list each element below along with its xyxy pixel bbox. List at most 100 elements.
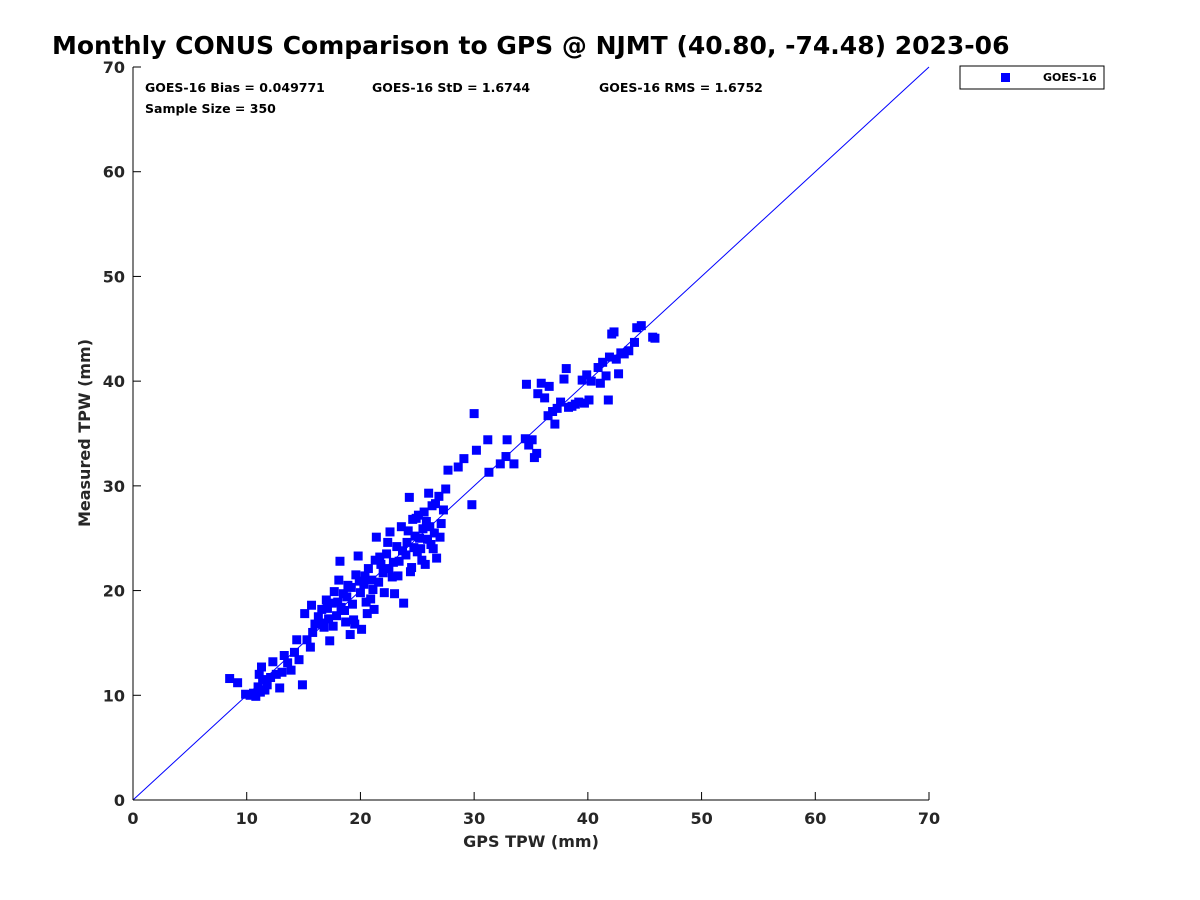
data-point [619,349,629,359]
data-point [382,549,392,559]
data-point [317,604,327,614]
data-point [342,592,352,602]
data-point [316,618,326,628]
data-point [469,409,479,419]
data-point [574,397,584,407]
data-point [521,379,531,389]
data-point [629,337,639,347]
data-point [604,352,614,362]
data-point [436,519,446,529]
data-point [598,357,608,367]
data-point [297,680,307,690]
plot-area: 0 10 20 30 40 50 60 70 0 10 20 30 40 50 60 70 [103,58,940,828]
data-point [595,378,605,388]
data-point [636,321,646,331]
data-point [275,683,285,693]
data-point [353,551,363,561]
data-point [361,597,371,607]
data-point [321,595,331,605]
legend: GOES-16 [959,65,1105,90]
y-ticks: 0 10 20 30 40 50 60 70 [103,58,141,810]
data-point [370,555,380,565]
data-point [329,587,339,597]
data-point [428,544,438,554]
data-point [550,419,560,429]
data-point [346,582,356,592]
data-point [260,685,270,695]
x-tick-label: 50 [690,809,712,828]
std-annotation: GOES-16 StD = 1.6744 [372,80,530,95]
legend-label: GOES-16 [1043,71,1097,84]
data-point [384,564,394,574]
y-tick-label: 20 [103,582,125,601]
legend-marker [1001,73,1010,82]
data-point [308,627,318,637]
data-point [417,555,427,565]
y-tick-label: 40 [103,372,125,391]
data-point [255,687,265,697]
data-point [375,552,385,562]
data-point [603,395,613,405]
data-point [300,609,310,619]
data-point [340,605,350,615]
x-ticks: 0 10 20 30 40 50 60 70 [127,792,940,828]
data-point [359,579,369,589]
x-tick-label: 0 [127,809,138,828]
data-point [355,588,365,598]
data-point [584,395,594,405]
data-point [632,323,642,333]
data-point [396,522,406,532]
data-point [322,603,332,613]
data-point [467,500,477,510]
x-tick-label: 60 [804,809,826,828]
data-point [520,434,530,444]
data-point [351,570,361,580]
data-point [416,544,426,554]
data-point [256,662,266,672]
x-tick-label: 30 [463,809,485,828]
data-point [388,557,398,567]
data-point [438,505,448,515]
data-point [254,669,264,679]
data-point [379,588,389,598]
data-point [404,492,414,502]
data-point [552,403,562,413]
data-point [225,674,235,684]
chart-title: Monthly CONUS Comparison to GPS @ NJMT (… [52,31,1009,60]
data-point [415,533,425,543]
legend-box [959,65,1105,90]
data-point [484,467,494,477]
data-point [540,393,550,403]
data-point [385,527,395,537]
bias-annotation: GOES-16 Bias = 0.049771 [145,80,325,95]
data-point [357,624,367,634]
data-point [277,667,287,677]
data-point [283,658,293,668]
data-point [394,556,404,566]
data-point [586,376,596,386]
data-point [502,435,512,445]
data-point [432,553,442,563]
data-point [459,454,469,464]
data-point [393,571,403,581]
data-point [258,675,268,685]
data-point [347,599,357,609]
y-tick-label: 70 [103,58,125,77]
data-point [405,567,415,577]
data-point [360,571,370,581]
data-point [409,543,419,553]
data-point [533,389,543,399]
data-point [305,642,315,652]
data-point [527,435,537,445]
data-point [289,647,299,657]
data-point [601,371,611,381]
data-point [345,630,355,640]
data-point [559,374,569,384]
data-point [251,691,261,701]
data-point [279,650,289,660]
data-point [579,398,589,408]
x-tick-label: 20 [349,809,371,828]
data-point [310,619,320,629]
y-tick-label: 30 [103,477,125,496]
data-point [614,369,624,379]
